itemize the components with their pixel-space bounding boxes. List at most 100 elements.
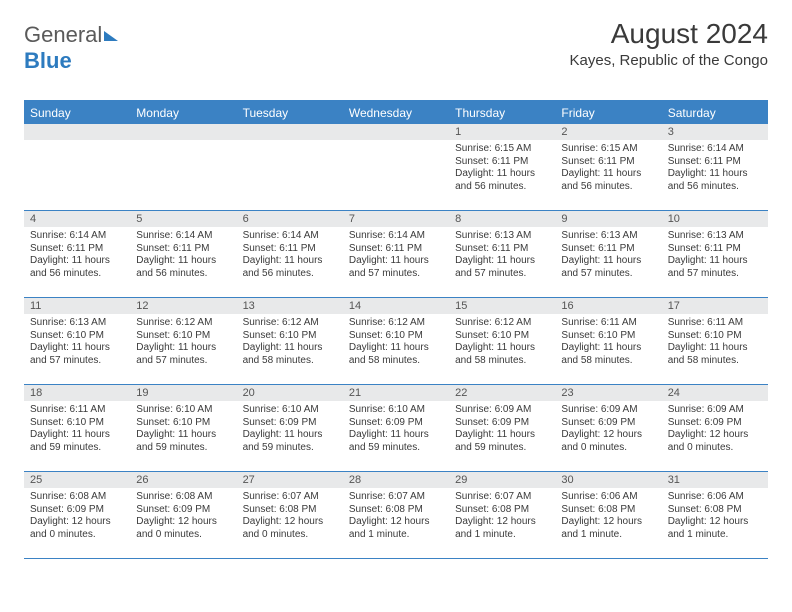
sunset-line: Sunset: 6:10 PM xyxy=(349,330,443,343)
week-row: 4Sunrise: 6:14 AMSunset: 6:11 PMDaylight… xyxy=(24,211,768,298)
daylight-line: Daylight: 11 hours and 56 minutes. xyxy=(668,168,762,193)
day-cell: 9Sunrise: 6:13 AMSunset: 6:11 PMDaylight… xyxy=(555,211,661,297)
week-row: 18Sunrise: 6:11 AMSunset: 6:10 PMDayligh… xyxy=(24,385,768,472)
day-cell: 3Sunrise: 6:14 AMSunset: 6:11 PMDaylight… xyxy=(662,124,768,210)
day-details: Sunrise: 6:13 AMSunset: 6:11 PMDaylight:… xyxy=(662,227,768,284)
sunrise-line: Sunrise: 6:09 AM xyxy=(561,404,655,417)
daylight-line: Daylight: 11 hours and 56 minutes. xyxy=(30,255,124,280)
day-cell: 6Sunrise: 6:14 AMSunset: 6:11 PMDaylight… xyxy=(237,211,343,297)
day-details: Sunrise: 6:07 AMSunset: 6:08 PMDaylight:… xyxy=(343,488,449,545)
sunrise-line: Sunrise: 6:14 AM xyxy=(668,143,762,156)
sunset-line: Sunset: 6:11 PM xyxy=(243,243,337,256)
day-details: Sunrise: 6:13 AMSunset: 6:11 PMDaylight:… xyxy=(449,227,555,284)
day-number: 7 xyxy=(343,211,449,227)
day-cell: 1Sunrise: 6:15 AMSunset: 6:11 PMDaylight… xyxy=(449,124,555,210)
day-cell: 29Sunrise: 6:07 AMSunset: 6:08 PMDayligh… xyxy=(449,472,555,558)
sunrise-line: Sunrise: 6:11 AM xyxy=(561,317,655,330)
day-cell: 11Sunrise: 6:13 AMSunset: 6:10 PMDayligh… xyxy=(24,298,130,384)
day-number: 30 xyxy=(555,472,661,488)
sunset-line: Sunset: 6:11 PM xyxy=(455,243,549,256)
logo-text-2: Blue xyxy=(24,48,72,73)
day-cell: 18Sunrise: 6:11 AMSunset: 6:10 PMDayligh… xyxy=(24,385,130,471)
location-subtitle: Kayes, Republic of the Congo xyxy=(570,52,768,69)
day-details: Sunrise: 6:06 AMSunset: 6:08 PMDaylight:… xyxy=(662,488,768,545)
sunrise-line: Sunrise: 6:13 AM xyxy=(668,230,762,243)
daylight-line: Daylight: 12 hours and 1 minute. xyxy=(561,516,655,541)
sunrise-line: Sunrise: 6:10 AM xyxy=(136,404,230,417)
sunrise-line: Sunrise: 6:09 AM xyxy=(455,404,549,417)
daylight-line: Daylight: 11 hours and 58 minutes. xyxy=(455,342,549,367)
day-header: Wednesday xyxy=(343,102,449,124)
sunset-line: Sunset: 6:11 PM xyxy=(136,243,230,256)
day-cell: 16Sunrise: 6:11 AMSunset: 6:10 PMDayligh… xyxy=(555,298,661,384)
day-cell: 23Sunrise: 6:09 AMSunset: 6:09 PMDayligh… xyxy=(555,385,661,471)
day-number xyxy=(24,124,130,140)
sunset-line: Sunset: 6:10 PM xyxy=(30,417,124,430)
day-details: Sunrise: 6:11 AMSunset: 6:10 PMDaylight:… xyxy=(662,314,768,371)
sunset-line: Sunset: 6:10 PM xyxy=(30,330,124,343)
daylight-line: Daylight: 12 hours and 1 minute. xyxy=(349,516,443,541)
day-number: 18 xyxy=(24,385,130,401)
sunset-line: Sunset: 6:09 PM xyxy=(349,417,443,430)
daylight-line: Daylight: 11 hours and 57 minutes. xyxy=(136,342,230,367)
week-row: 1Sunrise: 6:15 AMSunset: 6:11 PMDaylight… xyxy=(24,124,768,211)
sunrise-line: Sunrise: 6:08 AM xyxy=(136,491,230,504)
day-number xyxy=(237,124,343,140)
day-cell: 7Sunrise: 6:14 AMSunset: 6:11 PMDaylight… xyxy=(343,211,449,297)
day-cell: 2Sunrise: 6:15 AMSunset: 6:11 PMDaylight… xyxy=(555,124,661,210)
day-details: Sunrise: 6:07 AMSunset: 6:08 PMDaylight:… xyxy=(449,488,555,545)
day-cell xyxy=(24,124,130,210)
day-cell: 15Sunrise: 6:12 AMSunset: 6:10 PMDayligh… xyxy=(449,298,555,384)
day-number: 4 xyxy=(24,211,130,227)
day-header: Friday xyxy=(555,102,661,124)
day-cell xyxy=(130,124,236,210)
day-header: Saturday xyxy=(662,102,768,124)
day-number: 16 xyxy=(555,298,661,314)
sunset-line: Sunset: 6:09 PM xyxy=(561,417,655,430)
day-cell xyxy=(237,124,343,210)
daylight-line: Daylight: 11 hours and 57 minutes. xyxy=(30,342,124,367)
logo-text-1: General xyxy=(24,22,102,47)
day-details: Sunrise: 6:11 AMSunset: 6:10 PMDaylight:… xyxy=(555,314,661,371)
day-cell: 24Sunrise: 6:09 AMSunset: 6:09 PMDayligh… xyxy=(662,385,768,471)
day-details: Sunrise: 6:10 AMSunset: 6:09 PMDaylight:… xyxy=(343,401,449,458)
daylight-line: Daylight: 11 hours and 56 minutes. xyxy=(561,168,655,193)
day-cell: 30Sunrise: 6:06 AMSunset: 6:08 PMDayligh… xyxy=(555,472,661,558)
month-title: August 2024 xyxy=(570,18,768,50)
day-details: Sunrise: 6:15 AMSunset: 6:11 PMDaylight:… xyxy=(449,140,555,197)
sunrise-line: Sunrise: 6:14 AM xyxy=(349,230,443,243)
daylight-line: Daylight: 11 hours and 57 minutes. xyxy=(349,255,443,280)
sunset-line: Sunset: 6:11 PM xyxy=(349,243,443,256)
sunset-line: Sunset: 6:09 PM xyxy=(243,417,337,430)
sunset-line: Sunset: 6:08 PM xyxy=(455,504,549,517)
daylight-line: Daylight: 11 hours and 59 minutes. xyxy=(455,429,549,454)
sunrise-line: Sunrise: 6:14 AM xyxy=(243,230,337,243)
day-cell: 5Sunrise: 6:14 AMSunset: 6:11 PMDaylight… xyxy=(130,211,236,297)
daylight-line: Daylight: 11 hours and 56 minutes. xyxy=(136,255,230,280)
day-cell: 22Sunrise: 6:09 AMSunset: 6:09 PMDayligh… xyxy=(449,385,555,471)
day-number: 12 xyxy=(130,298,236,314)
daylight-line: Daylight: 11 hours and 57 minutes. xyxy=(561,255,655,280)
day-cell xyxy=(343,124,449,210)
day-details: Sunrise: 6:12 AMSunset: 6:10 PMDaylight:… xyxy=(130,314,236,371)
sunrise-line: Sunrise: 6:11 AM xyxy=(30,404,124,417)
day-number: 22 xyxy=(449,385,555,401)
sunrise-line: Sunrise: 6:09 AM xyxy=(668,404,762,417)
day-details: Sunrise: 6:09 AMSunset: 6:09 PMDaylight:… xyxy=(449,401,555,458)
day-cell: 19Sunrise: 6:10 AMSunset: 6:10 PMDayligh… xyxy=(130,385,236,471)
day-number: 3 xyxy=(662,124,768,140)
day-details: Sunrise: 6:13 AMSunset: 6:10 PMDaylight:… xyxy=(24,314,130,371)
day-number: 31 xyxy=(662,472,768,488)
sunset-line: Sunset: 6:10 PM xyxy=(136,417,230,430)
day-number: 24 xyxy=(662,385,768,401)
day-header: Thursday xyxy=(449,102,555,124)
day-details: Sunrise: 6:15 AMSunset: 6:11 PMDaylight:… xyxy=(555,140,661,197)
week-row: 25Sunrise: 6:08 AMSunset: 6:09 PMDayligh… xyxy=(24,472,768,559)
day-cell: 4Sunrise: 6:14 AMSunset: 6:11 PMDaylight… xyxy=(24,211,130,297)
day-details: Sunrise: 6:14 AMSunset: 6:11 PMDaylight:… xyxy=(237,227,343,284)
day-number: 14 xyxy=(343,298,449,314)
day-details: Sunrise: 6:14 AMSunset: 6:11 PMDaylight:… xyxy=(343,227,449,284)
daylight-line: Daylight: 11 hours and 59 minutes. xyxy=(136,429,230,454)
day-header: Tuesday xyxy=(237,102,343,124)
day-cell: 28Sunrise: 6:07 AMSunset: 6:08 PMDayligh… xyxy=(343,472,449,558)
